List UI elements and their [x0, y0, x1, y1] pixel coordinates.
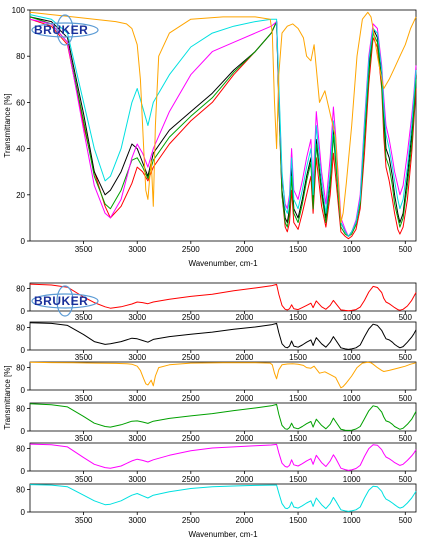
- overlay-x-tick-label: 1500: [289, 245, 307, 254]
- stack-x-tick-label: 1500: [289, 434, 307, 443]
- stack-y-tick-label: 0: [21, 427, 26, 436]
- stack-y-tick-label: 80: [16, 364, 25, 373]
- stack-panel-frame: [29, 321, 417, 351]
- stack-y-tick-label: 80: [16, 405, 25, 414]
- stack-x-tick-label: 2000: [236, 434, 254, 443]
- logo-orbit: [31, 293, 99, 309]
- stack-x-tick-label: 3500: [75, 516, 93, 525]
- logo-text: BRUKER: [34, 294, 88, 308]
- stack-x-tick-label: 3500: [75, 313, 93, 322]
- stack-x-tick-label: 1500: [289, 394, 307, 403]
- stack-x-tick-label: 3000: [128, 313, 146, 322]
- overlay-y-tick-label: 100: [12, 6, 26, 15]
- stack-x-tick-label: 2000: [236, 313, 254, 322]
- stack-x-tick-label: 500: [399, 353, 413, 362]
- stack-x-tick-label: 2500: [182, 353, 200, 362]
- stack-x-tick-label: 2500: [182, 313, 200, 322]
- overlay-x-tick-label: 3500: [75, 245, 93, 254]
- bruker-logo: BRUKER: [31, 14, 99, 46]
- stack-panel-frame: [29, 483, 417, 513]
- stack-y-tick-label: 0: [21, 386, 26, 395]
- stack-x-tick-label: 1000: [343, 516, 361, 525]
- stack-x-tick-label: 3000: [128, 516, 146, 525]
- stack-x-tick-label: 3500: [75, 434, 93, 443]
- overlay-x-tick-label: 500: [399, 245, 413, 254]
- stack-x-tick-label: 500: [399, 313, 413, 322]
- stack-x-tick-label: 2500: [182, 394, 200, 403]
- stack-x-tick-label: 2000: [236, 394, 254, 403]
- stack-y-tick-label: 0: [21, 307, 26, 316]
- overlay-series-line: [29, 11, 417, 223]
- overlay-series-line: [29, 18, 417, 240]
- logo-orbit: [56, 285, 74, 317]
- stack-x-tick-label: 3000: [128, 394, 146, 403]
- overlay-x-tick-label: 3000: [128, 245, 146, 254]
- overlay-y-tick-label: 40: [16, 145, 25, 154]
- overlay-x-tick-label: 1000: [343, 245, 361, 254]
- stack-x-tick-label: 2500: [182, 516, 200, 525]
- stack-x-tick-label: 3500: [75, 394, 93, 403]
- stack-x-tick-label: 3000: [128, 434, 146, 443]
- stack-panel-line: [29, 322, 417, 350]
- stack-x-tick-label: 2500: [182, 475, 200, 484]
- stack-x-tick-label: 500: [399, 434, 413, 443]
- stack-x-tick-label: 2000: [236, 475, 254, 484]
- stack-x-tick-label: 3500: [75, 353, 93, 362]
- stack-panel-frame: [29, 282, 417, 312]
- bruker-logo: BRUKER: [31, 285, 99, 317]
- overlay-series-line: [29, 18, 417, 237]
- stack-y-tick-label: 80: [16, 445, 25, 454]
- stack-x-tick-label: 1500: [289, 313, 307, 322]
- overlay-series-line: [29, 16, 417, 237]
- stack-x-tick-label: 1500: [289, 353, 307, 362]
- stack-x-tick-label: 3500: [75, 475, 93, 484]
- stack-x-tick-label: 1000: [343, 475, 361, 484]
- stack-x-tick-label: 1000: [343, 434, 361, 443]
- stack-y-tick-label: 80: [16, 486, 25, 495]
- overlay-y-tick-label: 20: [16, 191, 25, 200]
- stack-x-tick-label: 500: [399, 516, 413, 525]
- stack-x-tick-label: 1000: [343, 394, 361, 403]
- overlay-y-axis-label: Transmittance [%]: [3, 93, 12, 157]
- overlay-series-line: [29, 14, 417, 237]
- stack-panel-line: [29, 361, 417, 389]
- stack-y-axis-label: Transmittance [%]: [3, 365, 12, 429]
- stack-x-tick-label: 1500: [289, 516, 307, 525]
- stack-x-tick-label: 500: [399, 475, 413, 484]
- logo-text: BRUKER: [34, 23, 88, 37]
- stack-x-tick-label: 2000: [236, 353, 254, 362]
- stack-x-tick-label: 1500: [289, 475, 307, 484]
- overlay-y-tick-label: 80: [16, 52, 25, 61]
- logo-orbit: [56, 14, 74, 46]
- stack-y-tick-label: 80: [16, 324, 25, 333]
- stack-panel-line: [29, 403, 417, 431]
- stack-y-tick-label: 0: [21, 508, 26, 517]
- stack-x-tick-label: 3000: [128, 353, 146, 362]
- stack-panel-line: [29, 484, 417, 512]
- stack-x-axis-label: Wavenumber, cm-1: [188, 530, 258, 539]
- stack-y-tick-label: 80: [16, 285, 25, 294]
- overlay-x-tick-label: 2000: [236, 245, 254, 254]
- logo-orbit: [31, 22, 99, 38]
- stack-x-tick-label: 2000: [236, 516, 254, 525]
- stack-y-tick-label: 0: [21, 346, 26, 355]
- overlay-y-tick-label: 60: [16, 98, 25, 107]
- stack-panel-frame: [29, 402, 417, 432]
- stack-panel-line: [29, 283, 417, 312]
- stack-x-tick-label: 2500: [182, 434, 200, 443]
- stack-x-tick-label: 3000: [128, 475, 146, 484]
- overlay-y-tick-label: 0: [21, 237, 26, 246]
- stack-x-tick-label: 1000: [343, 313, 361, 322]
- stack-panel-line: [29, 443, 417, 471]
- overlay-x-axis-label: Wavenumber, cm-1: [188, 259, 258, 268]
- stack-x-tick-label: 1000: [343, 353, 361, 362]
- stack-y-tick-label: 0: [21, 467, 26, 476]
- overlay-x-tick-label: 2500: [182, 245, 200, 254]
- stack-x-tick-label: 500: [399, 394, 413, 403]
